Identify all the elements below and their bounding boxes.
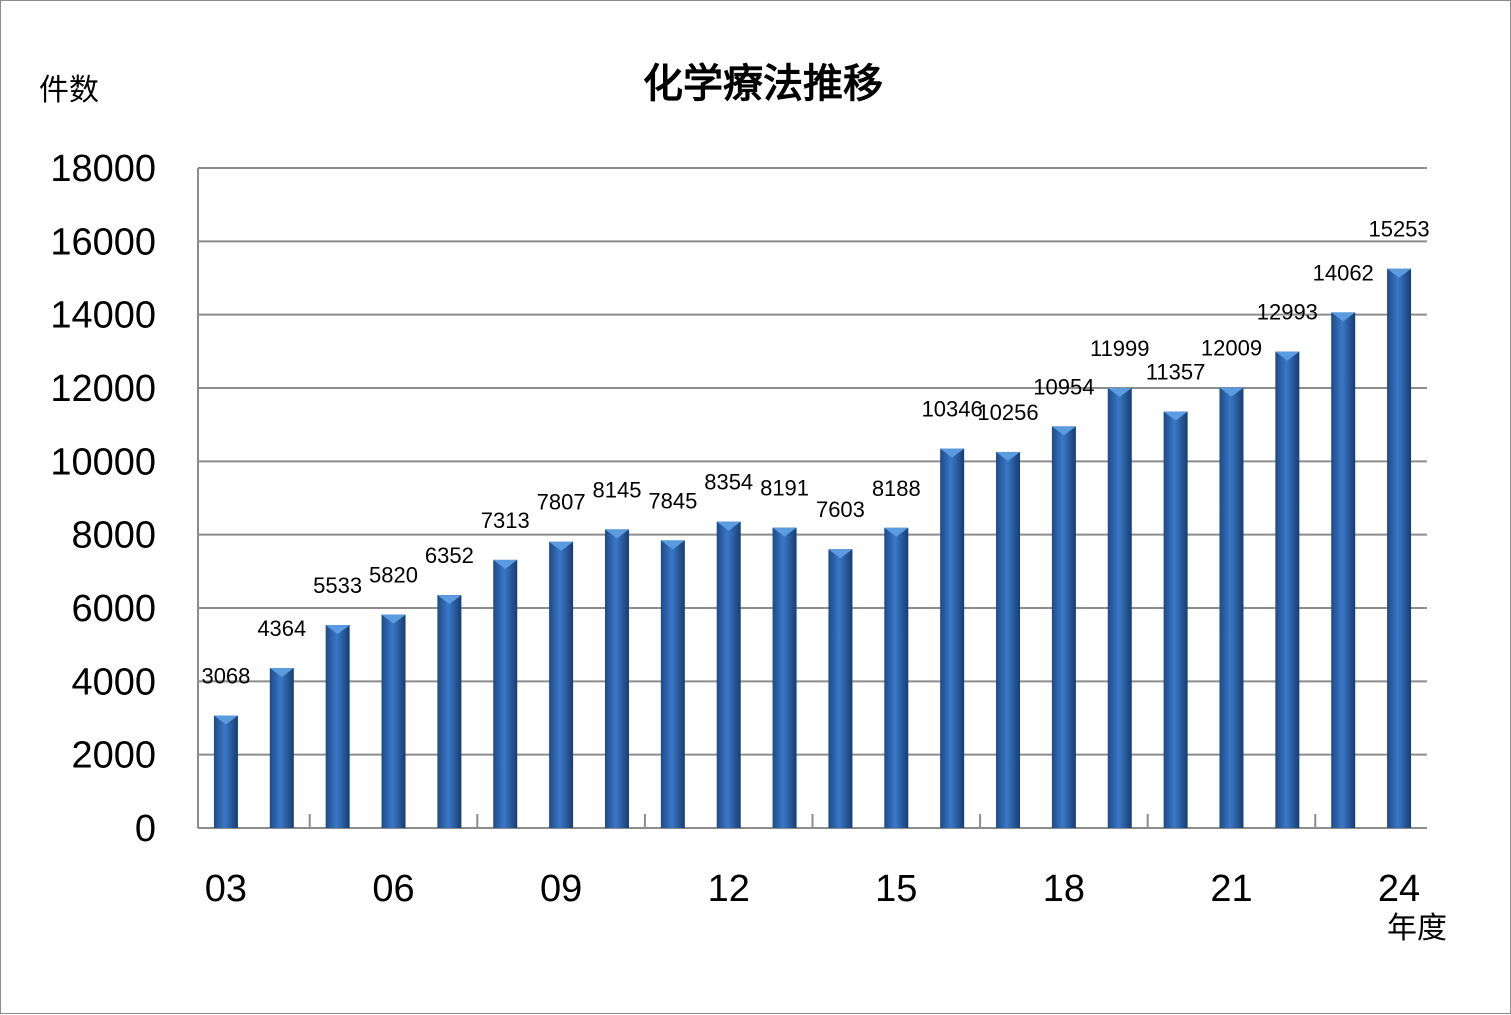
bar-cap [940, 448, 965, 458]
bar [604, 529, 629, 828]
data-label: 5820 [369, 563, 418, 588]
y-tick-label: 8000 [71, 515, 156, 557]
bar-cap [1275, 351, 1300, 361]
bar [1331, 312, 1356, 829]
bar [549, 541, 574, 828]
data-label: 8188 [872, 476, 921, 501]
y-axis-ticks: 0 2000 4000 6000 8000 10000 12000 14000 16000 180… [50, 148, 156, 850]
x-tick-label: 09 [540, 868, 582, 910]
y-tick-label: 0 [135, 808, 156, 850]
bar-cap [1051, 426, 1076, 436]
data-label: 11999 [1090, 336, 1150, 361]
x-axis-label: 年度 [1387, 911, 1447, 946]
data-label: 12009 [1201, 336, 1262, 361]
y-tick-label: 18000 [50, 148, 156, 190]
x-tick-label: 18 [1043, 868, 1085, 910]
y-tick-label: 16000 [50, 221, 156, 263]
bar-cap [269, 667, 294, 677]
bar-cap [716, 521, 741, 531]
data-label: 6352 [425, 543, 474, 568]
bar [213, 715, 238, 828]
bar [1051, 426, 1076, 828]
bar [325, 625, 350, 828]
bar [493, 559, 518, 828]
bar [1163, 411, 1188, 828]
data-label: 14062 [1313, 260, 1374, 285]
data-label: 11357 [1146, 360, 1206, 385]
x-tick-label: 15 [875, 868, 917, 910]
data-label: 7313 [481, 508, 530, 533]
bar-cap [325, 625, 350, 635]
y-tick-label: 6000 [71, 588, 156, 630]
data-label: 8354 [704, 470, 753, 495]
data-label: 4364 [257, 616, 306, 641]
y-tick-label: 10000 [50, 441, 156, 483]
bar [269, 667, 294, 828]
bar [1107, 388, 1132, 828]
data-label: 8145 [593, 477, 642, 502]
chart-title: 化学療法推移 [643, 61, 883, 107]
bar-cap [1387, 268, 1412, 278]
data-label: 7845 [648, 488, 697, 513]
data-label: 5533 [313, 573, 362, 598]
bar [381, 614, 406, 828]
y-axis-label: 件数 [39, 73, 99, 108]
bar-cap [996, 451, 1021, 461]
data-label: 10954 [1033, 374, 1094, 399]
bar [1275, 351, 1300, 828]
y-tick-label: 4000 [71, 661, 156, 703]
data-label: 12993 [1257, 300, 1318, 325]
bar-cap [884, 527, 909, 537]
bar [1387, 268, 1412, 828]
y-tick-label: 2000 [71, 735, 156, 777]
bar [940, 448, 965, 828]
bar-cap [828, 549, 853, 559]
x-tick-label: 03 [205, 868, 247, 910]
bar-cap [604, 529, 629, 539]
bar-cap [1163, 411, 1188, 421]
bar-cap [381, 614, 406, 624]
x-tick-label: 24 [1378, 868, 1420, 910]
bar [660, 540, 685, 828]
bar-cap [549, 541, 574, 551]
bar-cap [1107, 388, 1132, 398]
bar-cap [437, 595, 462, 605]
bar [437, 595, 462, 828]
bar [884, 527, 909, 828]
bar [996, 451, 1021, 828]
y-tick-label: 14000 [50, 295, 156, 337]
data-label: 8191 [760, 476, 809, 501]
bar [772, 527, 797, 828]
x-axis-ticks: 03 06 09 12 15 18 21 24 [205, 814, 1420, 910]
bar-cap [1219, 387, 1244, 397]
x-tick-label: 06 [372, 868, 414, 910]
bar-cap [660, 540, 685, 550]
bar-cap [213, 715, 238, 725]
bar [716, 521, 741, 828]
bar-cap [493, 559, 518, 569]
bar [1219, 387, 1244, 828]
bar-cap [1331, 312, 1356, 322]
data-label: 10256 [977, 400, 1038, 425]
data-label: 10346 [922, 397, 983, 422]
x-tick-label: 12 [708, 868, 750, 910]
data-label: 15253 [1368, 217, 1429, 242]
x-tick-label: 21 [1210, 868, 1252, 910]
data-labels: 3068 4364 5533 5820 6352 7313 7807 8145 7845 8354… [201, 217, 1429, 689]
bars [213, 268, 1412, 829]
bar [828, 549, 853, 828]
data-label: 7603 [816, 497, 865, 522]
bar-cap [772, 527, 797, 537]
y-tick-label: 12000 [50, 368, 156, 410]
data-label: 7807 [537, 490, 586, 515]
data-label: 3068 [201, 664, 250, 689]
